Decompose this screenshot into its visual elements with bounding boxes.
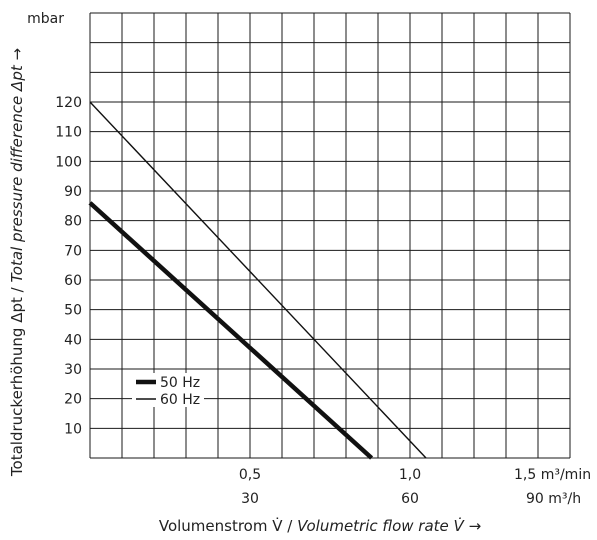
y-tick-label: 20 (64, 392, 82, 408)
y-tick-label: 110 (55, 125, 82, 141)
chart-grid (89, 12, 571, 459)
y-axis-ticks: 10 20 30 40 50 60 70 80 90 100 110 120 (55, 95, 82, 437)
x-tick-label: 1,5 m³/min (514, 467, 591, 483)
x-tick-label-secondary: 90 m³/h (526, 491, 581, 507)
x-tick-label: 1,0 (399, 467, 421, 483)
series-line-60-hz (89, 101, 427, 459)
series-line-50-hz (88, 201, 374, 460)
y-tick-label: 90 (64, 184, 82, 200)
legend-label: 50 Hz (160, 375, 200, 391)
y-tick-label: 50 (64, 303, 82, 319)
y-tick-label: 10 (64, 421, 82, 437)
legend-box (132, 373, 204, 407)
y-axis-title-arrow: → (8, 48, 26, 65)
y-tick-label: 30 (64, 362, 82, 378)
x-axis-title-english: Volumetric flow rate V̇ (297, 516, 465, 535)
y-tick-label: 40 (64, 332, 82, 348)
y-tick-label: 80 (64, 214, 82, 230)
y-tick-label: 100 (55, 154, 82, 170)
y-tick-label: 60 (64, 273, 82, 289)
y-axis-title-english: Total pressure difference Δpt (8, 64, 26, 282)
x-tick-label-secondary: 30 (241, 491, 259, 507)
x-axis-ticks: 0,5 1,0 1,5 m³/min 30 60 90 m³/h (239, 467, 591, 507)
y-axis-unit: mbar (27, 11, 64, 27)
x-tick-label-secondary: 60 (401, 491, 419, 507)
y-axis-title-text: Totaldruckerhöhung Δpt / (8, 283, 26, 478)
y-tick-label: 120 (55, 95, 82, 111)
x-tick-label: 0,5 (239, 467, 261, 483)
y-axis-title: Totaldruckerhöhung Δpt / Total pressure … (8, 48, 26, 477)
legend-label: 60 Hz (160, 392, 200, 408)
chart-series (88, 101, 427, 460)
x-axis-title-text: Volumenstrom V̇ / (159, 516, 297, 535)
x-axis-title-arrow: → (464, 517, 481, 535)
y-tick-label: 70 (64, 243, 82, 259)
x-axis-title: Volumenstrom V̇ / Volumetric flow rate V… (159, 516, 481, 535)
